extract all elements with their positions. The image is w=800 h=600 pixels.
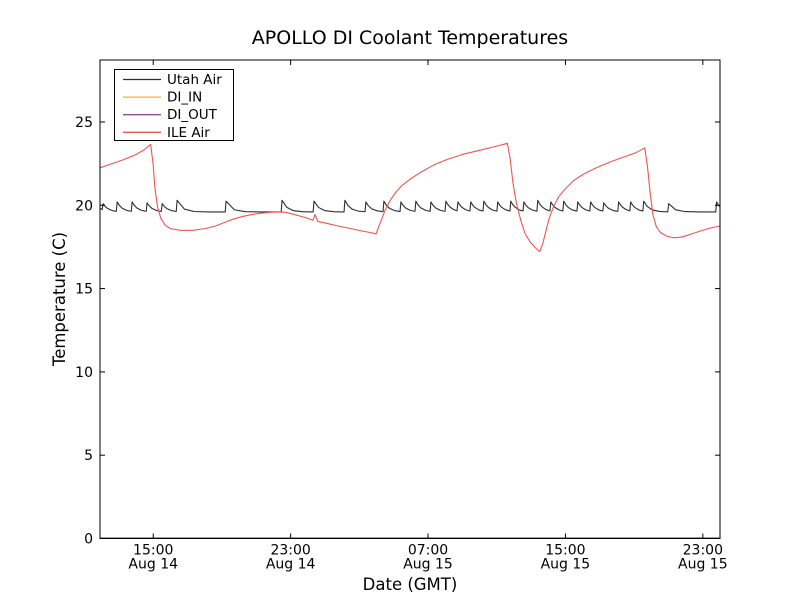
y-tick-label: 10 (75, 365, 93, 381)
series-utah-air-line (99, 199, 721, 213)
x-tick-label-time: 07:00 (408, 543, 448, 559)
y-tick-label: 5 (84, 448, 93, 464)
legend-label-ile-air: ILE Air (167, 125, 210, 141)
y-axis-label: Temperature (C) (50, 232, 69, 367)
y-tick-label: 0 (84, 532, 93, 548)
x-tick-label-time: 23:00 (270, 543, 310, 559)
y-tick-label: 15 (75, 282, 93, 298)
x-tick-label-time: 23:00 (683, 543, 723, 559)
x-tick-label-date: Aug 14 (128, 557, 178, 573)
legend-label-utah-air: Utah Air (167, 72, 222, 88)
legend-box (114, 69, 234, 141)
x-tick-label-date: Aug 15 (678, 557, 728, 573)
x-tick-label-date: Aug 15 (541, 557, 591, 573)
x-tick-label-date: Aug 15 (403, 557, 453, 573)
x-tick-label-time: 15:00 (133, 543, 173, 559)
chart-title: APOLLO DI Coolant Temperatures (252, 27, 568, 49)
x-tick-label-date: Aug 14 (266, 557, 316, 573)
legend-label-di-out: DI_OUT (167, 107, 218, 123)
y-tick-label: 20 (75, 198, 93, 214)
legend-label-di-in: DI_IN (167, 90, 202, 106)
x-tick-label-time: 15:00 (545, 543, 585, 559)
y-tick-label: 25 (75, 115, 93, 131)
x-axis-label: Date (GMT) (363, 575, 458, 594)
plot-border (99, 59, 721, 539)
series-ile-air-line (99, 142, 720, 253)
